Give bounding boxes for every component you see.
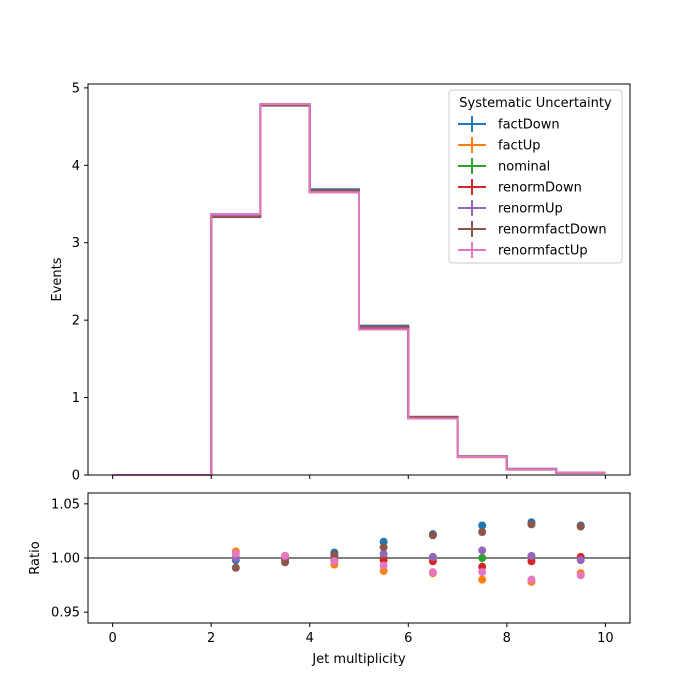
legend-entry-renormDown: renormDown [458,179,582,196]
main-y-tick-label: 4 [72,159,80,174]
x-tick-label: 10 [597,631,614,646]
ratio-y-tick-label: 1.00 [51,552,80,567]
ratio-point-renormfactDown [231,563,240,572]
ratio-x-ticks: 0 2 4 6 8 10 [108,623,614,646]
main-plot-frame [87,83,631,476]
legend-label: renormDown [498,181,582,196]
x-tick-label: 0 [108,631,116,646]
ratio-point-renormfactUp [527,575,536,584]
legend-entry-renormfactUp: renormfactUp [458,242,588,259]
legend-box [448,89,623,264]
main-y-axis-label: Events [50,257,65,301]
legend-entry-factDown: factDown [458,116,560,133]
ratio-point-renormfactUp [379,561,388,570]
ratio-y-tick-label: 0.95 [51,606,80,621]
legend-label: renormUp [498,202,563,217]
ratio-point-renormfactDown [478,528,487,536]
ratio-point-renormfactDown [428,531,437,540]
ratio-y-ticks: 0.95 1.00 1.05 [51,497,88,621]
ratio-point-renormfactDown [379,543,388,552]
ratio-point-renormfactUp [281,551,290,560]
ratio-point-renormfactDown [576,522,585,531]
ratio-point-renormfactUp [478,568,487,577]
legend-label: renormfactDown [498,223,607,238]
x-tick-label: 4 [306,631,314,646]
legend-label: nominal [498,160,550,175]
ratio-point-renormUp [478,546,487,555]
ratio-point-renormfactDown [281,558,290,567]
legend-label: factUp [498,139,541,154]
legend-entries: factDown factUp nominal renormDown renormUp r… [458,116,607,259]
main-y-tick-label: 0 [72,469,80,484]
histogram-line-renormfactUp [112,103,606,476]
x-axis-label: Jet multiplicity [311,652,406,667]
ratio-y-axis-label: Ratio [28,541,43,574]
legend-label: renormfactUp [498,244,588,259]
main-y-tick-label: 5 [72,81,80,96]
x-tick-label: 6 [404,631,412,646]
ratio-point-renormfactUp [576,571,585,580]
ratio-point-factUp [478,575,487,584]
main-y-tick-label: 1 [72,391,80,406]
ratio-point-nominal [478,554,487,562]
ratio-point-renormfactUp [330,557,339,566]
legend: Systematic Uncertainty factDown factUp nom… [448,89,623,264]
ratio-point-renormfactDown [527,520,536,529]
ratio-point-renormfactUp [231,549,240,558]
legend-title: Systematic Uncertainty [459,96,612,111]
legend-entry-renormfactDown: renormfactDown [458,221,607,238]
x-tick-label: 8 [503,631,511,646]
legend-entry-nominal: nominal [458,158,550,175]
main-y-tick-label: 2 [72,314,80,329]
main-x-ticks [112,475,606,479]
ratio-panel: 0 2 4 6 8 10 0.95 1.00 1.05 Ratio Jet multiplic… [28,492,631,667]
ratio-point-factDown [478,521,487,530]
ratio-points-group [231,518,585,586]
ratio-point-renormfactUp [428,568,437,577]
main-y-tick-label: 3 [72,236,80,251]
ratio-y-tick-label: 1.05 [51,497,80,512]
legend-label: factDown [498,118,560,133]
x-tick-label: 2 [207,631,215,646]
main-histogram-panel: 0 1 2 3 4 5 Events Systematic Uncertainty fac… [50,81,631,484]
histogram-series-group [112,103,606,476]
legend-entry-renormUp: renormUp [458,200,563,217]
ratio-point-renormUp [428,552,437,561]
main-y-ticks: 0 1 2 3 4 5 [72,81,88,484]
ratio-point-renormfactDown [330,550,339,559]
legend-entry-factUp: factUp [458,137,541,154]
ratio-point-renormUp [576,556,585,565]
ratio-point-renormUp [379,549,388,558]
ratio-point-renormUp [527,551,536,560]
